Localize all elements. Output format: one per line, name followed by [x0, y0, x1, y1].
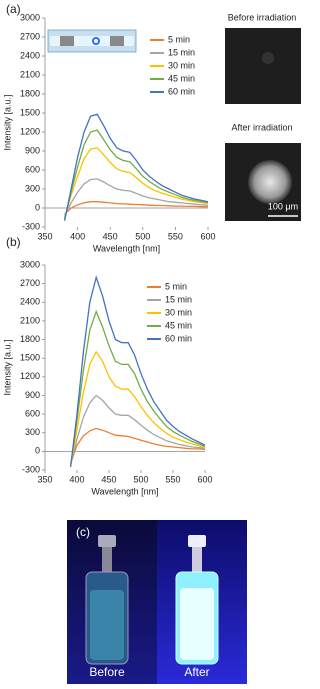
x-tick-label: 500 — [133, 474, 148, 484]
image-title: Before irradiation — [228, 12, 297, 22]
y-tick-label: 1800 — [20, 88, 40, 98]
y-tick-label: -300 — [22, 221, 40, 231]
before-spot — [262, 52, 274, 64]
x-tick-label: 600 — [197, 474, 212, 484]
legend-label: 30 min — [168, 60, 195, 70]
x-tick-label: 400 — [69, 474, 84, 484]
y-tick-label: 300 — [25, 183, 40, 193]
after-glow — [248, 160, 292, 204]
y-tick-label: 600 — [25, 408, 40, 418]
x-tick-label: 550 — [165, 474, 180, 484]
photo-label: Before — [89, 665, 125, 679]
y-tick-label: 900 — [25, 145, 40, 155]
y-tick-label: 600 — [25, 164, 40, 174]
legend-label: 45 min — [168, 73, 195, 83]
y-tick-label: 3000 — [20, 12, 40, 22]
legend-label: 5 min — [168, 34, 190, 44]
series-line — [69, 309, 206, 467]
x-tick-label: 450 — [101, 474, 116, 484]
y-tick-label: 1200 — [20, 371, 40, 381]
series-line — [64, 178, 209, 216]
series-line — [63, 113, 209, 221]
before-image — [225, 28, 301, 104]
scale-bar-label: 100 μm — [268, 201, 298, 211]
x-tick-label: 350 — [37, 231, 52, 241]
page: {"chart_data": [ {"type": "line", "panel… — [2, 2, 301, 684]
x-axis-label: Wavelength [nm] — [91, 486, 158, 496]
x-axis-label: Wavelength [nm] — [93, 243, 160, 253]
y-tick-label: 1800 — [20, 334, 40, 344]
figure: Before irradiation After irradiation 100… — [2, 2, 301, 684]
y-tick-label: 0 — [35, 202, 40, 212]
x-tick-label: 550 — [168, 231, 183, 241]
y-tick-label: 300 — [25, 427, 40, 437]
legend-label: 45 min — [165, 320, 192, 330]
series-line — [63, 129, 209, 220]
series-line — [69, 275, 206, 467]
legend-label: 30 min — [165, 307, 192, 317]
legend-label: 60 min — [168, 86, 195, 96]
y-tick-label: 2700 — [20, 31, 40, 41]
series-line — [69, 427, 206, 465]
y-tick-label: -300 — [22, 464, 40, 474]
x-tick-label: 450 — [103, 231, 118, 241]
panel-label: (a) — [6, 2, 21, 16]
legend-label: 15 min — [165, 294, 192, 304]
inset-schematic — [47, 29, 137, 53]
y-axis-label: Intensity [a.u.] — [2, 339, 12, 395]
y-tick-label: 2400 — [20, 50, 40, 60]
y-tick-label: 2100 — [20, 69, 40, 79]
y-tick-label: 2100 — [20, 315, 40, 325]
y-tick-label: 900 — [25, 390, 40, 400]
y-tick-label: 1200 — [20, 126, 40, 136]
y-tick-label: 1500 — [20, 353, 40, 363]
y-tick-label: 3000 — [20, 259, 40, 269]
y-tick-label: 2700 — [20, 278, 40, 288]
y-axis-label: Intensity [a.u.] — [2, 94, 12, 150]
legend-label: 60 min — [165, 333, 192, 343]
y-tick-label: 2400 — [20, 297, 40, 307]
vial-photo — [67, 520, 247, 684]
series-line — [69, 350, 206, 466]
legend-label: 5 min — [165, 281, 187, 291]
series-line — [69, 394, 206, 466]
x-tick-label: 500 — [135, 231, 150, 241]
y-tick-label: 1500 — [20, 107, 40, 117]
x-tick-label: 600 — [200, 231, 215, 241]
image-title: After irradiation — [231, 122, 292, 132]
photo-label: After — [184, 665, 209, 679]
panel-label: (c) — [76, 525, 90, 539]
series-line — [64, 201, 208, 215]
series-line — [63, 147, 209, 218]
x-tick-label: 400 — [70, 231, 85, 241]
legend-label: 15 min — [168, 47, 195, 57]
x-tick-label: 350 — [37, 474, 52, 484]
panel-label: (b) — [6, 235, 21, 249]
y-tick-label: 0 — [35, 446, 40, 456]
